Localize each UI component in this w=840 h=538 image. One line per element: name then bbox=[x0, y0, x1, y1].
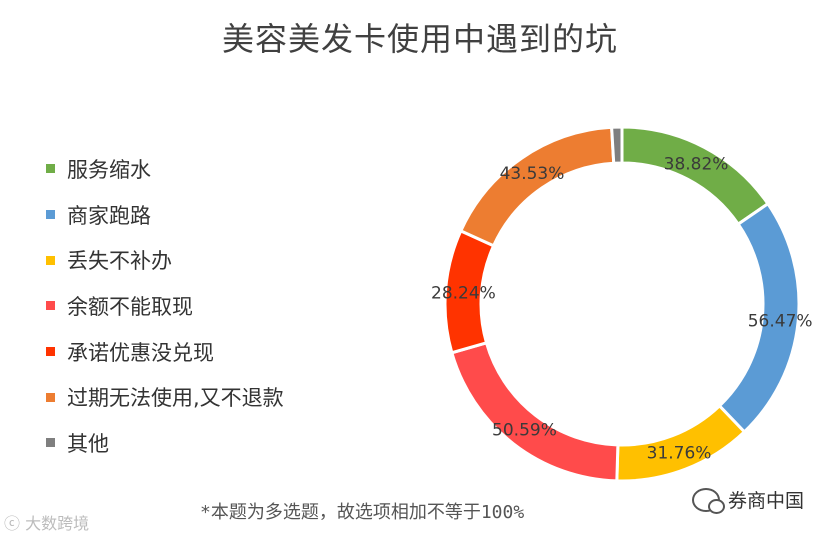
data-label: 31.76% bbox=[647, 443, 712, 463]
legend-swatch bbox=[46, 210, 55, 220]
donut-slice bbox=[620, 125, 770, 227]
wechat-icon bbox=[692, 487, 725, 514]
legend-swatch bbox=[46, 301, 55, 311]
legend-label: 过期无法使用,又不退款 bbox=[67, 386, 284, 411]
legend-swatch bbox=[46, 255, 55, 265]
data-label: 43.53% bbox=[500, 164, 565, 184]
watermark-text: 大数跨境 bbox=[25, 514, 90, 533]
legend-label: 其他 bbox=[67, 431, 109, 456]
watermark-left: ⓒ 大数跨境 bbox=[4, 510, 89, 534]
legend-item: 服务缩水 bbox=[46, 146, 284, 192]
donut-slice bbox=[610, 125, 624, 165]
legend-swatch bbox=[46, 438, 55, 448]
legend-swatch bbox=[46, 164, 55, 174]
legend: 服务缩水商家跑路丢失不补办余额不能取现 承诺优惠没兑现过期无法使用,又不退款 其他 bbox=[46, 146, 284, 466]
legend-item: 过期无法使用,又不退款 bbox=[46, 374, 284, 420]
data-label: 56.47% bbox=[748, 311, 813, 331]
legend-item: 余额不能取现 bbox=[46, 283, 284, 329]
legend-label: 余额不能取现 bbox=[67, 294, 193, 319]
footnote: *本题为多选题，故选项相加不等于100% bbox=[200, 502, 525, 523]
legend-label: 丢失不补办 bbox=[67, 249, 172, 274]
donut-slice bbox=[449, 340, 620, 483]
data-label: 28.24% bbox=[431, 283, 496, 303]
legend-item: 丢失不补办 bbox=[46, 237, 284, 283]
donut-slice bbox=[458, 125, 616, 248]
legend-label: 服务缩水 bbox=[67, 157, 151, 182]
legend-label: 商家跑路 bbox=[67, 203, 151, 228]
legend-swatch bbox=[46, 392, 55, 402]
brand: 券商中国 bbox=[692, 486, 805, 514]
chart-title: 美容美发卡使用中遇到的坑 bbox=[221, 20, 618, 58]
brand-label: 券商中国 bbox=[728, 490, 805, 512]
legend-item: 承诺优惠没兑现 bbox=[46, 329, 284, 375]
data-label: 50.59% bbox=[492, 421, 557, 441]
legend-swatch bbox=[46, 347, 55, 357]
legend-item: 其他 bbox=[46, 420, 284, 466]
data-label: 38.82% bbox=[664, 154, 729, 174]
watermark-logo-icon: ⓒ bbox=[4, 514, 21, 533]
legend-item: 商家跑路 bbox=[46, 192, 284, 238]
legend-label: 承诺优惠没兑现 bbox=[67, 340, 214, 365]
